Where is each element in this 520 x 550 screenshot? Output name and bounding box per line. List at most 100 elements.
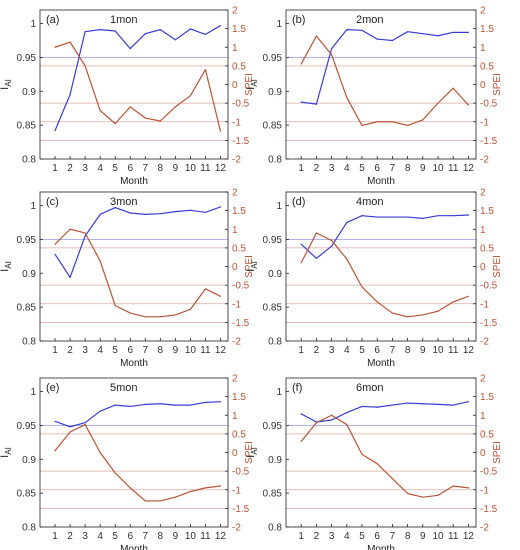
x-tick-label: 12 xyxy=(463,163,475,174)
y-right-tick-label: 1 xyxy=(480,43,486,54)
y-right-tick-label: -1 xyxy=(480,299,489,310)
y-left-axis-label: IAI xyxy=(245,261,259,272)
x-tick-label: 5 xyxy=(112,345,118,356)
data-point-iai-6 xyxy=(376,38,378,40)
data-point-spei-3 xyxy=(331,239,333,242)
y-right-tick-label: 0.5 xyxy=(232,429,246,440)
data-point-spei-11 xyxy=(452,87,454,89)
data-point-spei-5 xyxy=(361,124,363,127)
x-tick-label: 8 xyxy=(405,163,411,174)
x-tick-label: 10 xyxy=(432,163,444,174)
x-tick-label: 6 xyxy=(127,163,133,174)
y-right-axis-label: SPEI xyxy=(244,255,255,278)
data-point-iai-7 xyxy=(144,213,146,215)
x-tick-label: 7 xyxy=(390,163,396,174)
data-point-spei-7 xyxy=(391,312,393,314)
data-point-spei-4 xyxy=(346,96,348,99)
data-point-spei-4 xyxy=(99,260,101,262)
y-right-tick-label: 0.5 xyxy=(480,429,494,440)
x-tick-label: 12 xyxy=(463,531,475,542)
x-axis-label: Month xyxy=(367,358,395,369)
data-point-iai-10 xyxy=(189,28,191,30)
y-left-tick-label: 0.8 xyxy=(268,337,282,348)
x-axis-label: Month xyxy=(367,544,395,550)
data-point-spei-1 xyxy=(300,262,302,264)
y-right-tick-label: -2 xyxy=(480,155,489,166)
x-tick-label: 11 xyxy=(448,163,459,174)
plot-frame xyxy=(285,191,477,342)
y-right-tick-label: 2 xyxy=(480,374,486,385)
data-point-iai-12 xyxy=(219,206,222,208)
data-point-spei-10 xyxy=(437,102,439,104)
data-point-iai-6 xyxy=(129,48,131,50)
data-point-spei-12 xyxy=(467,104,469,106)
x-tick-label: 10 xyxy=(432,531,444,542)
data-point-spei-6 xyxy=(129,106,131,108)
data-point-iai-9 xyxy=(422,33,424,35)
x-tick-label: 11 xyxy=(200,163,211,174)
x-tick-label: 6 xyxy=(374,163,380,174)
x-tick-label: 10 xyxy=(432,345,444,356)
data-point-iai-6 xyxy=(376,216,378,218)
data-point-spei-8 xyxy=(159,316,161,318)
x-axis-label: Month xyxy=(120,176,148,187)
y-left-axis-label: IAI xyxy=(0,447,13,458)
data-point-iai-10 xyxy=(189,404,191,406)
y-right-tick-label: 0.5 xyxy=(480,243,494,254)
data-point-iai-7 xyxy=(391,216,393,218)
data-point-spei-8 xyxy=(159,500,161,502)
y-right-tick-label: 2 xyxy=(232,374,238,385)
x-tick-label: 8 xyxy=(158,345,164,356)
y-right-tick-label: 1.5 xyxy=(232,206,246,217)
data-point-iai-2 xyxy=(69,276,71,278)
series-line-spei xyxy=(300,232,469,318)
y-left-tick-label: 0.8 xyxy=(22,155,36,166)
y-left-tick-label: 0.95 xyxy=(17,53,37,64)
data-point-spei-9 xyxy=(422,496,424,498)
data-point-iai-4 xyxy=(99,410,101,412)
x-tick-label: 12 xyxy=(215,163,227,174)
x-tick-label: 2 xyxy=(314,345,320,356)
y-left-tick-label: 1 xyxy=(30,201,36,212)
data-point-iai-10 xyxy=(437,35,439,37)
x-tick-label: 2 xyxy=(314,163,320,174)
y-right-axis-label: SPEI xyxy=(492,73,503,96)
data-point-iai-11 xyxy=(204,33,207,35)
x-tick-label: 5 xyxy=(112,531,118,542)
x-tick-label: 4 xyxy=(344,163,350,174)
data-point-spei-10 xyxy=(189,308,191,310)
x-tick-label: 2 xyxy=(67,345,73,356)
series-line-spei xyxy=(54,41,222,132)
data-point-spei-6 xyxy=(376,121,378,123)
y-left-tick-label: 0.95 xyxy=(17,235,37,246)
data-point-iai-8 xyxy=(407,402,409,404)
panel-title: 3mon xyxy=(110,196,138,208)
y-right-tick-label: -1 xyxy=(232,299,241,310)
y-right-tick-label: 1.5 xyxy=(232,392,246,403)
x-tick-label: 1 xyxy=(298,345,304,356)
data-point-iai-2 xyxy=(69,426,71,428)
y-left-tick-label: 0.95 xyxy=(263,53,283,64)
data-point-spei-11 xyxy=(204,288,207,290)
data-point-iai-11 xyxy=(452,215,454,217)
y-right-tick-label: 1.5 xyxy=(232,24,246,35)
data-point-iai-11 xyxy=(204,211,207,213)
y-right-tick-label: 0 xyxy=(232,448,238,459)
y-left-tick-label: 1 xyxy=(276,201,282,212)
x-tick-label: 7 xyxy=(142,345,148,356)
data-point-spei-6 xyxy=(129,487,131,489)
y-right-tick-label: 0.5 xyxy=(232,61,246,72)
x-tick-label: 2 xyxy=(314,531,320,542)
y-right-axis-label: SPEI xyxy=(492,441,503,464)
y-right-axis-label: SPEI xyxy=(244,73,255,96)
x-tick-label: 9 xyxy=(173,345,179,356)
y-right-tick-label: -2 xyxy=(232,523,241,534)
data-point-spei-3 xyxy=(331,54,333,56)
data-point-iai-4 xyxy=(346,411,348,414)
data-point-spei-5 xyxy=(114,305,116,307)
x-tick-label: 6 xyxy=(127,345,133,356)
data-point-iai-12 xyxy=(467,214,469,216)
x-tick-label: 7 xyxy=(142,163,148,174)
y-right-tick-label: -2 xyxy=(232,337,241,348)
y-right-tick-label: 0 xyxy=(232,262,238,273)
